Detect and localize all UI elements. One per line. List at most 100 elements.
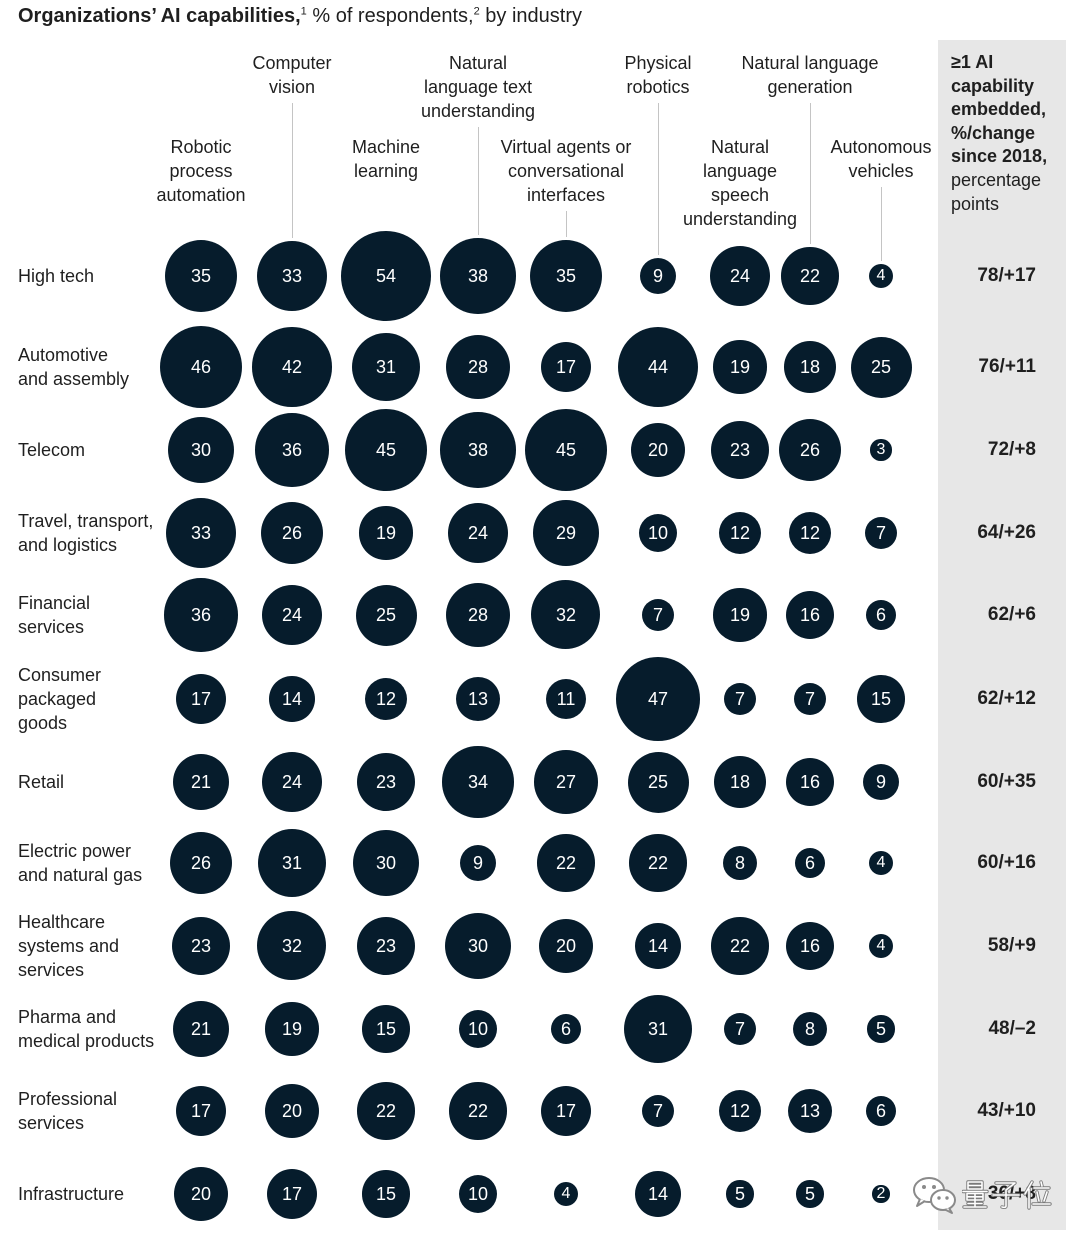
bubble-telecom-robotic-process-automation: 30 bbox=[167, 416, 235, 484]
bubble-retail-natural-language-generation: 16 bbox=[785, 757, 835, 807]
bubble-retail-virtual-agents-or-conversational-interfaces: 27 bbox=[534, 750, 598, 814]
bubble-telecom-natural-language-speech-understanding: 23 bbox=[710, 420, 770, 480]
column-header-line: Natural bbox=[448, 53, 508, 73]
bubble-healthcare-systems-and-services-robotic-process-automation: 23 bbox=[171, 916, 231, 976]
bubble-infrastructure-autonomous-vehicles: 2 bbox=[872, 1185, 890, 1203]
column-header-line: speech bbox=[710, 185, 770, 205]
leader-line-natural-language-text-understanding bbox=[478, 127, 479, 236]
bubble-high-tech-natural-language-generation: 22 bbox=[781, 247, 839, 305]
column-header-line: language bbox=[702, 161, 778, 181]
column-header-autonomous-vehicles: Autonomous vehicles bbox=[791, 135, 971, 183]
chart-title-main: Organizations’ AI capabilities, bbox=[18, 5, 301, 27]
column-header-natural-language-generation: Natural language generation bbox=[720, 51, 900, 99]
bubble-pharma-and-medical-products-virtual-agents-or-conversational-interfaces: 6 bbox=[551, 1014, 581, 1044]
row-label-travel-transport-and-logistics: Travel, transport, and logistics bbox=[18, 509, 153, 557]
column-header-natural-language-text-understanding: Natural language text understanding bbox=[388, 51, 568, 123]
bubble-travel-transport-and-logistics-autonomous-vehicles: 7 bbox=[864, 516, 898, 550]
bubble-professional-services-natural-language-generation: 13 bbox=[788, 1089, 832, 1133]
leader-line-computer-vision bbox=[292, 103, 293, 238]
bubble-electric-power-and-natural-gas-natural-language-generation: 6 bbox=[795, 848, 825, 878]
bubble-retail-robotic-process-automation: 21 bbox=[173, 754, 229, 810]
bubble-financial-services-virtual-agents-or-conversational-interfaces: 32 bbox=[531, 580, 601, 650]
row-label-infrastructure: Infrastructure bbox=[18, 1182, 124, 1206]
summary-value-automotive-and-assembly: 76/+11 bbox=[978, 356, 1036, 377]
row-label-telecom: Telecom bbox=[18, 438, 85, 462]
column-header-line: interfaces bbox=[526, 185, 606, 205]
row-label-line: Retail bbox=[18, 772, 65, 792]
leader-line-virtual-agents-or-conversational-interfaces bbox=[566, 211, 567, 237]
summary-header-line: percentage bbox=[951, 169, 1042, 190]
bubble-pharma-and-medical-products-machine-learning: 15 bbox=[362, 1005, 410, 1053]
row-label-line: Healthcare bbox=[18, 912, 106, 932]
column-header-line: process bbox=[169, 161, 233, 181]
row-label-line: Professional bbox=[18, 1089, 118, 1109]
column-header-line: Physical bbox=[624, 53, 692, 73]
bubble-consumer-packaged-goods-robotic-process-automation: 17 bbox=[175, 673, 227, 725]
bubble-automotive-and-assembly-robotic-process-automation: 46 bbox=[159, 325, 243, 409]
bubble-professional-services-computer-vision: 20 bbox=[264, 1083, 320, 1139]
bubble-pharma-and-medical-products-robotic-process-automation: 21 bbox=[173, 1001, 229, 1057]
row-label-pharma-and-medical-products: Pharma and medical products bbox=[18, 1005, 154, 1053]
bubble-high-tech-autonomous-vehicles: 4 bbox=[868, 263, 894, 289]
column-header-line: understanding bbox=[420, 101, 536, 121]
leader-line-autonomous-vehicles bbox=[881, 187, 882, 261]
bubble-electric-power-and-natural-gas-autonomous-vehicles: 4 bbox=[868, 850, 894, 876]
bubble-consumer-packaged-goods-natural-language-generation: 7 bbox=[793, 682, 827, 716]
bubble-healthcare-systems-and-services-natural-language-speech-understanding: 22 bbox=[711, 917, 769, 975]
bubble-travel-transport-and-logistics-natural-language-speech-understanding: 12 bbox=[718, 511, 762, 555]
column-header-line: Natural bbox=[710, 137, 770, 157]
bubble-financial-services-autonomous-vehicles: 6 bbox=[866, 600, 896, 630]
bubble-healthcare-systems-and-services-natural-language-text-understanding: 30 bbox=[444, 912, 512, 980]
bubble-automotive-and-assembly-natural-language-generation: 18 bbox=[784, 341, 836, 393]
row-label-line: Telecom bbox=[18, 440, 86, 460]
column-header-line: Natural language bbox=[741, 53, 879, 73]
bubble-pharma-and-medical-products-natural-language-speech-understanding: 7 bbox=[723, 1012, 757, 1046]
bubble-professional-services-physical-robotics: 7 bbox=[641, 1094, 675, 1128]
bubble-telecom-natural-language-generation: 26 bbox=[778, 418, 842, 482]
bubble-consumer-packaged-goods-natural-language-text-understanding: 13 bbox=[456, 677, 500, 721]
column-header-line: Robotic bbox=[170, 137, 232, 157]
summary-column-header: ≥1 AI capability embedded, %/change since 20… bbox=[951, 51, 1047, 216]
bubble-healthcare-systems-and-services-natural-language-generation: 16 bbox=[785, 921, 835, 971]
bubble-electric-power-and-natural-gas-natural-language-speech-understanding: 8 bbox=[722, 845, 758, 881]
bubble-financial-services-natural-language-generation: 16 bbox=[785, 590, 835, 640]
column-header-virtual-agents-or-conversational-interfaces: Virtual agents or conversational interface… bbox=[476, 135, 656, 207]
column-header-line: Machine bbox=[351, 137, 421, 157]
bubble-retail-physical-robotics: 25 bbox=[627, 751, 689, 813]
bubble-automotive-and-assembly-virtual-agents-or-conversational-interfaces: 17 bbox=[540, 341, 592, 393]
summary-value-financial-services: 62/+6 bbox=[987, 604, 1036, 625]
summary-value-telecom: 72/+8 bbox=[987, 439, 1036, 460]
row-label-line: Electric power bbox=[18, 841, 132, 861]
summary-header-line: capability bbox=[951, 75, 1035, 96]
bubble-retail-natural-language-text-understanding: 34 bbox=[442, 746, 514, 818]
bubble-consumer-packaged-goods-autonomous-vehicles: 15 bbox=[857, 675, 905, 723]
bubble-pharma-and-medical-products-computer-vision: 19 bbox=[265, 1002, 319, 1056]
bubble-consumer-packaged-goods-virtual-agents-or-conversational-interfaces: 11 bbox=[545, 678, 587, 720]
row-label-line: Pharma and bbox=[18, 1007, 117, 1027]
bubble-pharma-and-medical-products-natural-language-text-understanding: 10 bbox=[458, 1009, 498, 1049]
bubble-automotive-and-assembly-natural-language-text-understanding: 28 bbox=[445, 334, 511, 400]
bubble-infrastructure-computer-vision: 17 bbox=[266, 1168, 318, 1220]
summary-value-travel-transport-and-logistics: 64/+26 bbox=[977, 522, 1036, 543]
row-label-line: medical products bbox=[18, 1031, 155, 1051]
bubble-telecom-machine-learning: 45 bbox=[345, 409, 427, 491]
watermark-logo-lettering bbox=[962, 1180, 1052, 1210]
column-header-line: learning bbox=[353, 161, 419, 181]
summary-value-retail: 60/+35 bbox=[977, 771, 1036, 792]
bubble-professional-services-virtual-agents-or-conversational-interfaces: 17 bbox=[540, 1085, 592, 1137]
column-header-line: language text bbox=[423, 77, 533, 97]
row-label-line: Infrastructure bbox=[18, 1184, 125, 1204]
bubble-telecom-computer-vision: 36 bbox=[255, 413, 329, 487]
row-label-professional-services: Professional services bbox=[18, 1087, 117, 1135]
bubble-travel-transport-and-logistics-robotic-process-automation: 33 bbox=[165, 497, 237, 569]
bubble-infrastructure-physical-robotics: 14 bbox=[635, 1171, 681, 1217]
bubble-retail-machine-learning: 23 bbox=[356, 752, 416, 812]
row-label-line: services bbox=[18, 960, 85, 980]
column-header-machine-learning: Machine learning bbox=[296, 135, 476, 183]
bubble-healthcare-systems-and-services-physical-robotics: 14 bbox=[635, 923, 681, 969]
row-label-line: High tech bbox=[18, 266, 95, 286]
bubble-travel-transport-and-logistics-physical-robotics: 10 bbox=[638, 513, 678, 553]
column-header-line: Virtual agents or bbox=[500, 137, 632, 157]
bubble-electric-power-and-natural-gas-computer-vision: 31 bbox=[258, 829, 326, 897]
